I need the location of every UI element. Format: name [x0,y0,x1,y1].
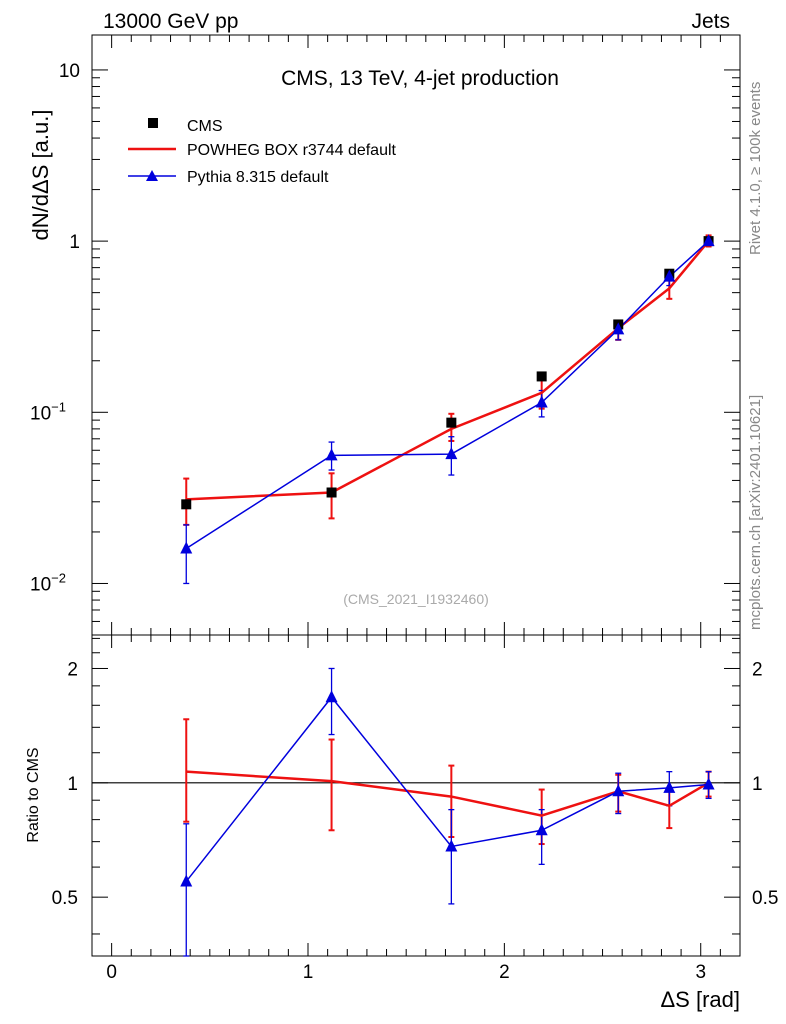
chart-marks: 0 1 2 3 10−2 10−1 1 10 0.5 0.5 1 1 2 2 [30,35,778,983]
x-axis-label: ΔS [rad] [660,987,740,1012]
ratio-pythia-marker [702,777,715,790]
cms-data-point [326,487,337,498]
ratio-pythia-marker [445,839,458,852]
y-tick-label: 1 [69,232,80,253]
x-tick-label: 2 [499,962,510,983]
mcplots-label: mcplots.cern.ch [arXiv:2401.10621] [747,395,764,630]
legend-pythia-marker [146,170,158,181]
watermark: (CMS_2021_I1932460) [343,591,489,607]
x-tick-label: 1 [303,962,314,983]
main-ylabel: dN/dΔS [a.u.] [28,110,53,241]
y-tick-label: 10 [59,61,80,82]
ratio-pythia-marker [180,874,193,887]
ratio-pythia-line [185,696,709,882]
pythia-marker [325,448,338,461]
legend: CMS POWHEG BOX r3744 default Pythia 8.31… [128,118,397,186]
ratio-y-tick-label-left: 2 [67,659,78,680]
rivet-label: Rivet 4.1.0, ≥ 100k events [747,82,764,255]
ratio-y-tick-label-right: 2 [752,659,763,680]
powheg-line [186,240,710,501]
y-tick-label: 10−1 [30,399,66,424]
pythia-line [185,240,710,550]
pythia-marker [702,234,715,247]
ratio-ylabel: Ratio to CMS [25,747,42,842]
pythia-marker [180,541,193,554]
ratio-y-tick-label-right: 1 [752,774,763,795]
legend-pythia-label: Pythia 8.315 default [187,169,329,186]
legend-cms-label: CMS [187,118,223,135]
ratio-pythia-marker [325,690,338,703]
header-left: 13000 GeV pp [103,10,238,33]
x-tick-label: 0 [106,962,117,983]
ratio-pythia-marker [612,784,625,797]
pythia-marker [445,447,458,460]
main-title: CMS, 13 TeV, 4-jet production [281,67,559,90]
header-right: Jets [691,10,730,33]
ratio-y-tick-label-left: 0.5 [52,888,78,909]
ratio-y-tick-label-left: 1 [67,774,78,795]
pythia-marker [535,395,548,408]
ratio-pythia-marker [535,823,548,836]
x-tick-label: 3 [695,962,706,983]
legend-powheg-label: POWHEG BOX r3744 default [187,142,397,159]
pythia-marker [663,269,676,282]
y-tick-label: 10−2 [30,570,66,595]
ratio-pythia-marker [663,780,676,793]
ratio-powheg-line [186,770,710,817]
pythia-marker [612,322,625,335]
ratio-y-tick-label-right: 0.5 [752,888,778,909]
cms-data-point [536,371,547,382]
legend-cms-marker [148,118,158,128]
cms-data-point [446,417,457,428]
cms-data-point [181,499,192,510]
ratio-panel-frame [91,634,741,957]
